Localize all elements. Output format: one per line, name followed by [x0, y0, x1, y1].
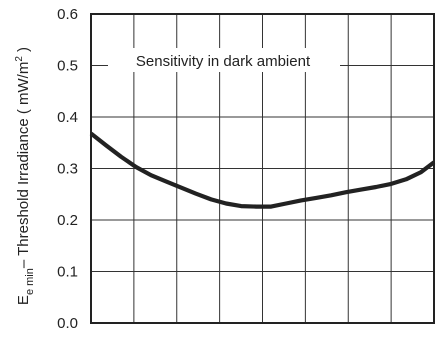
y-tick-label: 0.3 — [57, 161, 78, 178]
annotation-box — [108, 48, 340, 72]
y-tick-label: 0.2 — [57, 212, 78, 229]
y-axis-label-close: ) — [15, 47, 32, 56]
series-line — [89, 131, 436, 209]
y-axis-label-superscript: 2 — [14, 56, 25, 62]
annotation-text: Sensitivity in dark ambient — [136, 53, 311, 70]
y-tick-label: 0.6 — [57, 6, 78, 23]
series-group — [89, 131, 436, 209]
y-axis-label: Ee min– Threshold Irradiance ( mW/m2 ) — [14, 47, 36, 305]
y-tick-label: 0.0 — [57, 315, 78, 332]
y-tick-label: 0.1 — [57, 264, 78, 281]
y-axis-label-rest: – Threshold Irradiance ( mW/m — [15, 62, 32, 268]
y-tick-label: 0.4 — [57, 109, 78, 126]
y-axis-label-main: E — [15, 295, 32, 305]
y-tick-label: 0.5 — [57, 58, 78, 75]
plot-frame — [90, 13, 435, 324]
annotation-group: Sensitivity in dark ambient — [108, 48, 340, 72]
y-axis-label-subscript: e min — [24, 268, 36, 295]
y-axis-ticks: 0.0 0.1 0.2 0.3 0.4 0.5 0.6 — [57, 6, 78, 332]
